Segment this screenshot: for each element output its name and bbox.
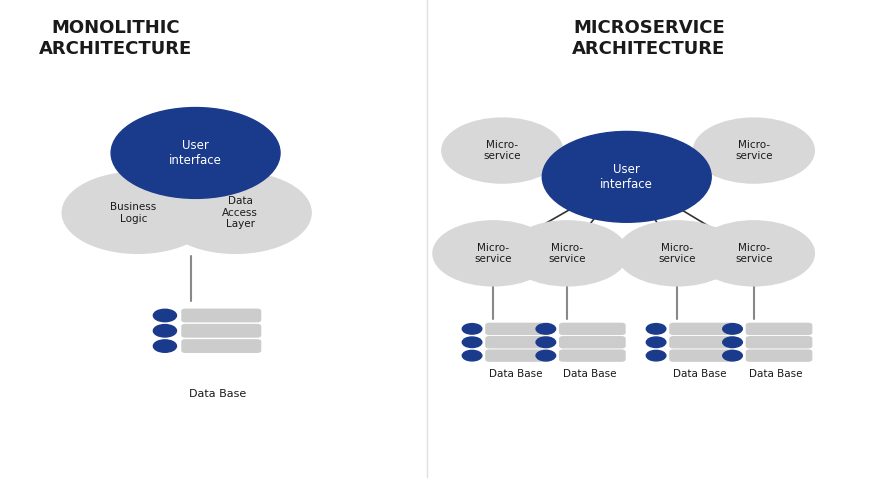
- FancyBboxPatch shape: [485, 349, 552, 362]
- Text: Micro-
service: Micro- service: [475, 242, 512, 264]
- Circle shape: [646, 324, 666, 334]
- Circle shape: [646, 337, 666, 348]
- Text: User
interface: User interface: [169, 139, 222, 167]
- Text: User
interface: User interface: [600, 163, 653, 191]
- FancyBboxPatch shape: [485, 336, 552, 348]
- Circle shape: [442, 118, 563, 183]
- Text: Micro-
service: Micro- service: [735, 140, 773, 162]
- Circle shape: [723, 337, 742, 348]
- Text: Data Base: Data Base: [749, 369, 803, 379]
- Circle shape: [617, 221, 738, 286]
- Circle shape: [542, 131, 711, 222]
- FancyBboxPatch shape: [485, 323, 552, 335]
- Circle shape: [536, 324, 556, 334]
- Circle shape: [723, 350, 742, 361]
- Text: Data
Access
Layer: Data Access Layer: [222, 196, 258, 229]
- Circle shape: [462, 337, 482, 348]
- Circle shape: [693, 221, 814, 286]
- FancyBboxPatch shape: [181, 324, 261, 337]
- FancyBboxPatch shape: [669, 349, 736, 362]
- Text: Data Base: Data Base: [563, 369, 616, 379]
- Circle shape: [723, 324, 742, 334]
- FancyBboxPatch shape: [181, 309, 261, 323]
- Text: Data Base: Data Base: [673, 369, 726, 379]
- Circle shape: [154, 325, 176, 337]
- Circle shape: [433, 221, 554, 286]
- Circle shape: [646, 350, 666, 361]
- FancyBboxPatch shape: [181, 339, 261, 353]
- FancyBboxPatch shape: [746, 323, 813, 335]
- Circle shape: [154, 340, 176, 352]
- FancyBboxPatch shape: [559, 323, 626, 335]
- Circle shape: [462, 324, 482, 334]
- Circle shape: [160, 172, 311, 253]
- Circle shape: [62, 172, 213, 253]
- Circle shape: [536, 337, 556, 348]
- Text: Business
Logic: Business Logic: [110, 202, 156, 224]
- FancyBboxPatch shape: [559, 349, 626, 362]
- Text: Micro-
service: Micro- service: [735, 242, 773, 264]
- Circle shape: [154, 309, 176, 322]
- FancyBboxPatch shape: [746, 349, 813, 362]
- FancyBboxPatch shape: [746, 336, 813, 348]
- FancyBboxPatch shape: [559, 336, 626, 348]
- FancyBboxPatch shape: [669, 336, 736, 348]
- Text: MONOLITHIC
ARCHITECTURE: MONOLITHIC ARCHITECTURE: [39, 19, 192, 58]
- Circle shape: [462, 350, 482, 361]
- Circle shape: [111, 108, 280, 198]
- Circle shape: [507, 221, 628, 286]
- Text: MICROSERVICE
ARCHITECTURE: MICROSERVICE ARCHITECTURE: [573, 19, 725, 58]
- Circle shape: [693, 118, 814, 183]
- Text: Micro-
service: Micro- service: [484, 140, 521, 162]
- Text: Micro-
service: Micro- service: [549, 242, 586, 264]
- Text: Data Base: Data Base: [489, 369, 542, 379]
- Circle shape: [536, 350, 556, 361]
- Text: Micro-
service: Micro- service: [659, 242, 696, 264]
- Text: Data Base: Data Base: [189, 390, 246, 399]
- FancyBboxPatch shape: [669, 323, 736, 335]
